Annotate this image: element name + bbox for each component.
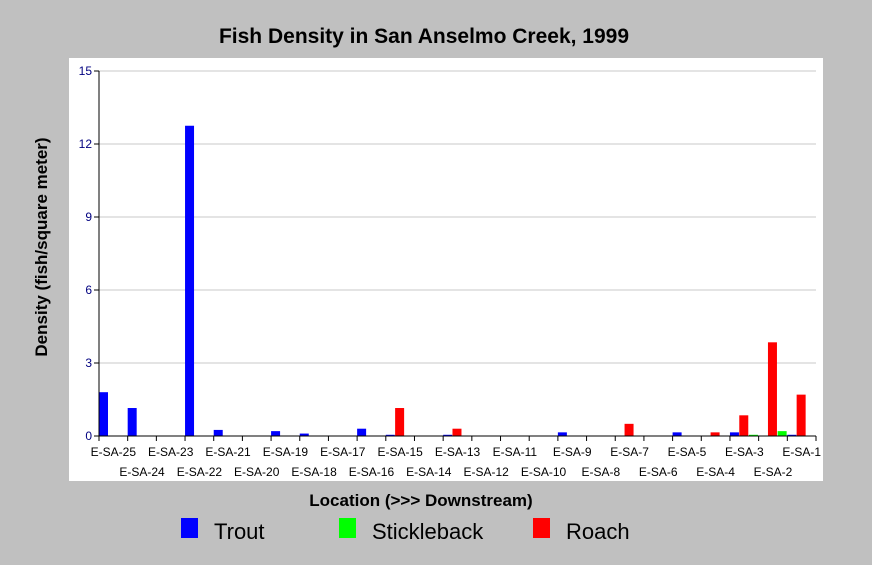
- legend-label-trout: Trout: [214, 519, 265, 544]
- x-tick-labels: E-SA-25 E-SA-24 E-SA-23 E-SA-22 E-SA-21 E-SA-…: [91, 436, 821, 479]
- y-tick-label: 15: [79, 64, 93, 78]
- x-tick-label: E-SA-4: [696, 465, 735, 479]
- x-tick-label: E-SA-10: [521, 465, 567, 479]
- bar-trout-e-sa-24: [127, 408, 137, 436]
- bar-trout-e-sa-22: [185, 125, 195, 436]
- x-tick-label: E-SA-18: [291, 465, 337, 479]
- bar-trout-e-sa-21: [213, 429, 223, 436]
- bar-roach-e-sa-14: [452, 428, 462, 436]
- bar-roach-e-sa-4: [739, 415, 749, 436]
- x-tick-label: E-SA-19: [263, 445, 309, 459]
- x-tick-label: E-SA-12: [464, 465, 510, 479]
- x-tick-label: E-SA-5: [668, 445, 707, 459]
- bar-trout-e-sa-3: [729, 432, 739, 436]
- chart-title: Fish Density in San Anselmo Creek, 1999: [219, 25, 629, 48]
- y-tick-label: 9: [85, 210, 92, 224]
- y-tick-label: 6: [85, 283, 92, 297]
- legend-swatch-stickleback: [339, 518, 356, 538]
- plot-frame: [69, 58, 823, 481]
- grid-lines: [94, 70, 816, 437]
- x-tick-label: E-SA-24: [119, 465, 165, 479]
- y-tick-label: 3: [85, 356, 92, 370]
- legend-label-roach: Roach: [566, 519, 630, 544]
- x-tick-label: E-SA-7: [610, 445, 649, 459]
- x-tick-label: E-SA-6: [639, 465, 678, 479]
- x-tick-label: E-SA-9: [553, 445, 592, 459]
- x-tick-label: E-SA-25: [91, 445, 137, 459]
- x-tick-label: E-SA-1: [782, 445, 821, 459]
- bar-trout-e-sa-13: [443, 434, 453, 436]
- bar-stickleback-e-sa-3: [748, 434, 758, 436]
- x-axis-label: Location (>>> Downstream): [309, 491, 532, 510]
- y-axis-label: Density (fish/square meter): [32, 137, 51, 356]
- legend: Trout Stickleback Roach: [181, 518, 630, 544]
- bar-trout-e-sa-1: [787, 434, 797, 436]
- x-tick-label: E-SA-23: [148, 445, 194, 459]
- x-tick-label: E-SA-21: [205, 445, 251, 459]
- bar-trout-e-sa-15: [385, 434, 395, 436]
- legend-swatch-trout: [181, 518, 198, 538]
- bar-roach-e-sa-5: [710, 432, 720, 436]
- bar-trout-e-sa-16: [357, 428, 367, 436]
- bar-roach-e-sa-2: [796, 394, 806, 436]
- x-tick-label: E-SA-2: [754, 465, 793, 479]
- axes: [98, 71, 816, 437]
- bar-stickleback-e-sa-2: [777, 431, 787, 436]
- bar-trout-e-sa-19: [271, 431, 281, 436]
- bar-trout-e-sa-5: [672, 432, 682, 436]
- bar-roach-e-sa-3: [767, 342, 777, 436]
- x-tick-label: E-SA-15: [377, 445, 423, 459]
- bar-trout-e-sa-18: [299, 433, 309, 436]
- y-tick-label: 12: [79, 137, 93, 151]
- x-tick-label: E-SA-13: [435, 445, 481, 459]
- bars: [99, 125, 806, 436]
- x-tick-label: E-SA-20: [234, 465, 280, 479]
- legend-swatch-roach: [533, 518, 550, 538]
- y-tick-labels: 0 3 6 9 12 15: [79, 64, 93, 443]
- x-tick-label: E-SA-11: [493, 445, 538, 459]
- bar-roach-e-sa-16: [395, 408, 405, 436]
- bar-trout-e-sa-25: [99, 392, 108, 436]
- x-tick-label: E-SA-14: [406, 465, 452, 479]
- bar-roach-e-sa-8: [624, 423, 634, 436]
- y-tick-label: 0: [85, 429, 92, 443]
- x-tick-label: E-SA-22: [177, 465, 223, 479]
- x-tick-label: E-SA-16: [349, 465, 395, 479]
- x-tick-label: E-SA-17: [320, 445, 366, 459]
- legend-label-stickleback: Stickleback: [372, 519, 484, 544]
- x-tick-label: E-SA-3: [725, 445, 764, 459]
- x-tick-label: E-SA-8: [582, 465, 621, 479]
- bar-trout-e-sa-9: [557, 432, 567, 436]
